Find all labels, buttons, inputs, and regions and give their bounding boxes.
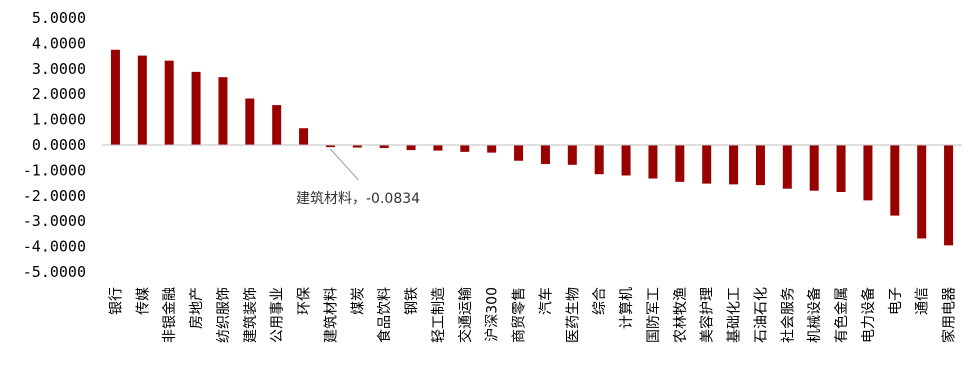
bar — [944, 145, 954, 246]
x-tick-label: 公用事业 — [270, 287, 286, 343]
y-tick-label: -5.0000 — [23, 263, 86, 281]
x-tick-label: 美容护理 — [699, 287, 716, 343]
bar — [406, 145, 416, 151]
y-tick-label: 0.0000 — [32, 136, 86, 154]
x-tick-label: 计算机 — [619, 287, 635, 329]
x-tick-label: 钢铁 — [404, 287, 420, 315]
bar — [460, 145, 470, 152]
bar — [164, 60, 174, 146]
bar — [809, 145, 819, 191]
annotation-leader-line — [330, 148, 359, 181]
x-tick-label: 非银金融 — [162, 287, 178, 343]
x-tick-label: 纺织服饰 — [216, 287, 232, 343]
x-tick-label: 石油石化 — [753, 287, 769, 343]
y-tick-label: -1.0000 — [23, 161, 86, 179]
x-tick-label: 基础化工 — [726, 287, 743, 343]
y-tick-label: -4.0000 — [23, 238, 86, 256]
bars — [110, 49, 954, 246]
bar — [702, 145, 712, 184]
bar — [755, 145, 765, 186]
bar — [379, 145, 389, 149]
x-tick-label: 电子 — [888, 287, 904, 315]
x-tick-label: 银行 — [108, 287, 124, 315]
bar — [325, 145, 335, 148]
x-tick-label: 综合 — [592, 287, 608, 315]
y-tick-label: 1.0000 — [32, 111, 86, 129]
bar — [621, 145, 631, 176]
x-tick-label: 环保 — [297, 287, 313, 315]
x-tick-label: 社会服务 — [780, 287, 796, 343]
x-tick-label: 建筑材料 — [323, 287, 339, 343]
y-tick-label: 2.0000 — [32, 85, 86, 103]
bar — [594, 145, 604, 175]
x-tick-label: 有色金属 — [833, 287, 850, 343]
y-tick-label: 3.0000 — [32, 60, 86, 78]
bar — [191, 71, 201, 145]
annotation: 建筑材料，-0.0834 — [296, 148, 420, 207]
bar — [433, 145, 443, 151]
x-tick-label: 农林牧渔 — [673, 287, 689, 343]
bar — [110, 49, 120, 145]
bar — [352, 145, 362, 148]
bar — [514, 145, 524, 161]
x-tick-label: 传媒 — [135, 287, 151, 315]
x-tick-label: 建筑装饰 — [243, 287, 259, 343]
bar — [782, 145, 792, 189]
x-tick-label: 房地产 — [189, 287, 205, 329]
y-tick-label: -2.0000 — [23, 187, 86, 205]
bar — [218, 77, 228, 145]
x-tick-label: 汽车 — [537, 287, 554, 315]
x-tick-label: 煤炭 — [350, 287, 366, 315]
y-tick-label: 4.0000 — [32, 34, 86, 52]
x-tick-label: 商贸零售 — [512, 287, 528, 343]
x-tick-label: 交通运输 — [457, 287, 474, 343]
category-labels: 银行 传媒 非银金融 房地产 纺织服饰 建筑装饰 公用事业 环保 建筑材料 煤炭 食品饮料 钢铁 轻工制… — [108, 287, 957, 343]
bar — [917, 145, 927, 239]
x-tick-label: 国防军工 — [646, 287, 662, 343]
x-tick-label: 电力设备 — [860, 287, 877, 343]
bar — [648, 145, 658, 179]
bar — [137, 55, 147, 146]
bar — [890, 145, 900, 216]
bar — [836, 145, 846, 192]
bar — [245, 98, 255, 145]
bar — [487, 145, 497, 153]
bar — [567, 145, 577, 165]
x-tick-label: 通信 — [915, 287, 931, 315]
y-tick-label: 5.0000 — [32, 9, 86, 27]
bar — [729, 145, 739, 185]
bar — [675, 145, 685, 182]
y-tick-label: -3.0000 — [23, 212, 86, 230]
y-axis: 5.0000 4.0000 3.0000 2.0000 1.0000 0.0000 -1.0… — [23, 9, 86, 281]
x-tick-label: 医药生物 — [565, 287, 581, 343]
x-tick-label: 食品饮料 — [376, 287, 393, 343]
x-tick-label: 家用电器 — [941, 287, 958, 343]
x-tick-label: 沪深300 — [485, 287, 501, 342]
bar — [272, 105, 282, 145]
x-tick-label: 轻工制造 — [431, 287, 447, 343]
bar — [540, 145, 550, 165]
bar — [299, 128, 309, 145]
x-tick-label: 机械设备 — [806, 287, 823, 343]
annotation-label: 建筑材料，-0.0834 — [296, 191, 420, 207]
bar — [863, 145, 873, 201]
